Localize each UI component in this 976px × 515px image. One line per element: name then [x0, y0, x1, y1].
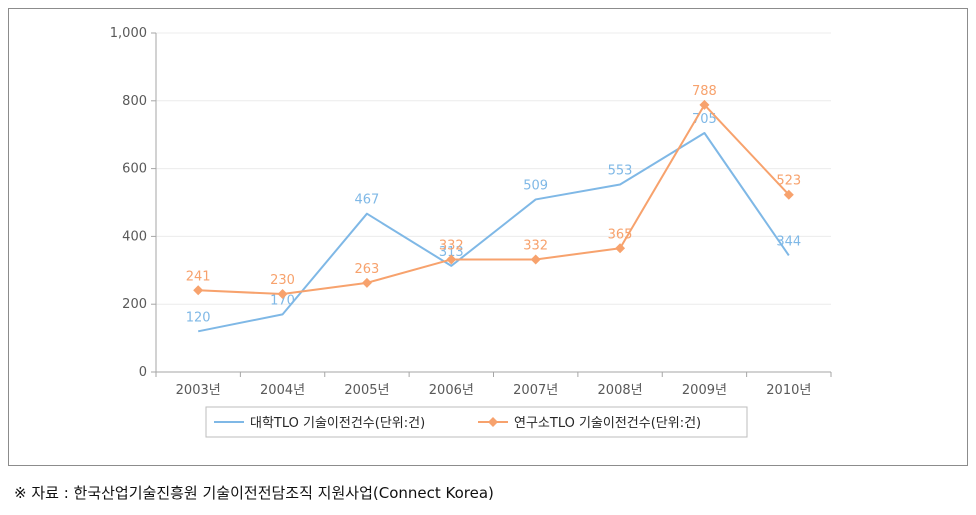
series-line: [197, 132, 790, 333]
x-tick-label: 2004년: [260, 383, 305, 398]
data-label: 344: [776, 234, 801, 249]
legend-label: 대학TLO 기술이전건수(단위:건): [250, 416, 425, 431]
chart-frame: 0 200 400 600 800 1,000 2003년 2004년 2005년 2006년 20…: [8, 8, 968, 466]
data-label: 313: [439, 245, 464, 260]
x-tick-label: 2009년: [682, 383, 727, 398]
legend-box: [205, 406, 748, 438]
data-label: 553: [608, 164, 633, 179]
data-point: [361, 277, 372, 288]
data-label: 509: [523, 178, 548, 193]
data-label: 467: [355, 193, 380, 208]
x-tick-label: 2005년: [344, 383, 389, 398]
x-tick-label: 2003년: [176, 383, 221, 398]
legend-marker: [488, 417, 498, 427]
data-label: 365: [608, 227, 633, 242]
data-point: [277, 289, 288, 300]
y-tick-label: 400: [122, 229, 147, 244]
data-label: 523: [776, 174, 801, 189]
line-chart: 0 200 400 600 800 1,000 2003년 2004년 2005년 2006년 20…: [110, 26, 832, 438]
data-point: [699, 99, 710, 110]
x-tick-label: 2010년: [766, 383, 811, 398]
y-tick-label: 600: [122, 162, 147, 177]
data-label: 230: [270, 273, 295, 288]
data-label: 170: [270, 293, 295, 308]
data-point: [446, 254, 457, 265]
data-label: 332: [523, 238, 548, 253]
data-point: [530, 254, 541, 265]
y-tick-label: 800: [122, 94, 147, 109]
data-label: 241: [186, 269, 211, 284]
data-point: [193, 285, 204, 296]
data-point: [783, 189, 794, 200]
data-label: 120: [186, 310, 211, 325]
x-tick-label: 2008년: [598, 383, 643, 398]
y-tick-label: 0: [139, 365, 147, 380]
data-label: 263: [355, 262, 380, 277]
series-line: [198, 103, 790, 296]
legend: 대학TLO 기술이전건수(단위:건) 연구소TLO 기술이전건수(단위:건): [205, 406, 748, 438]
axes: 0 200 400 600 800 1,000 2003년 2004년 2005년 2006년 20…: [110, 26, 832, 398]
y-tick-label: 1,000: [110, 26, 147, 41]
source-note: ※ 자료 : 한국산업기술진흥원 기술이전전담조직 지원사업(Connect K…: [14, 484, 494, 502]
series-2: 241 230 263 332 332 365 788 523: [186, 84, 801, 300]
data-label: 788: [692, 84, 717, 99]
gridlines: [156, 32, 831, 305]
x-tick-label: 2007년: [513, 383, 558, 398]
data-label: 332: [439, 238, 464, 253]
data-point: [615, 243, 626, 254]
x-tick-label: 2006년: [429, 383, 474, 398]
legend-label: 연구소TLO 기술이전건수(단위:건): [514, 416, 701, 431]
y-tick-label: 200: [122, 297, 147, 312]
